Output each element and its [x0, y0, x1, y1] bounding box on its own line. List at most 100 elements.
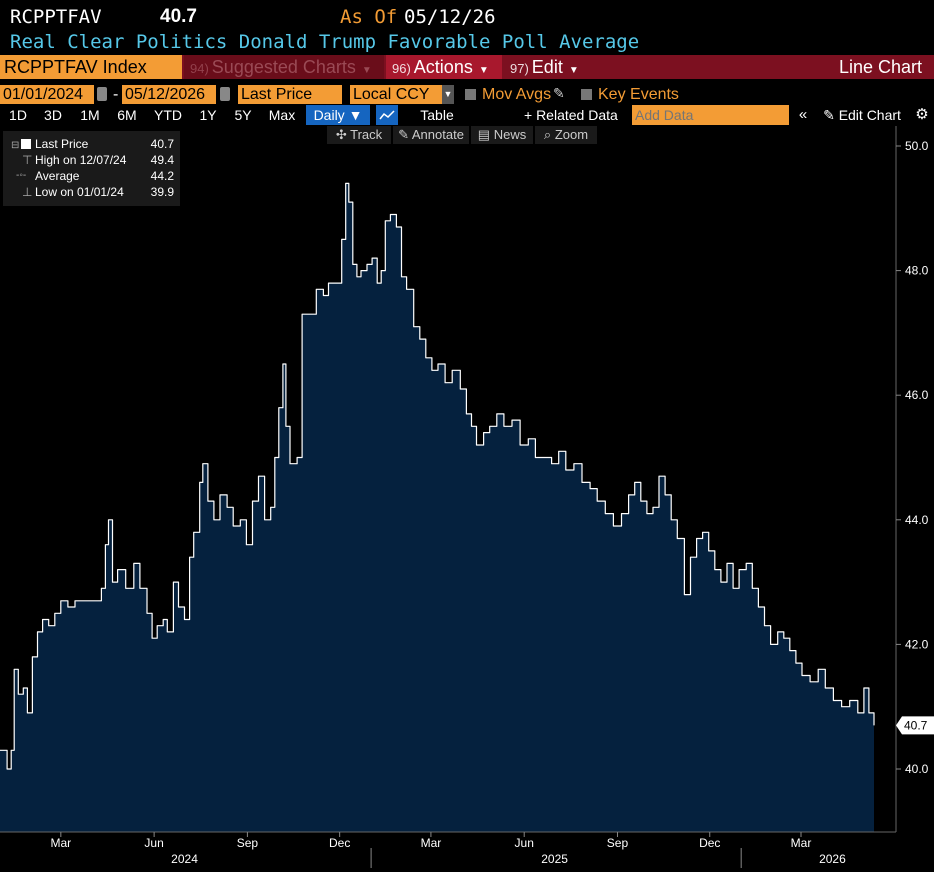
legend-last-label: Last Price [35, 137, 89, 151]
price-chart[interactable]: 40.0 42.0 44.0 46.0 48.0 50.0 Mar Jun Sep Dec Mar… [0, 126, 934, 872]
frequency-label: Daily [313, 107, 345, 123]
as-of-date: 05/12/26 [404, 6, 496, 28]
pencil-icon[interactable]: ✎ [553, 85, 565, 101]
y-tick-label: 50.0 [905, 139, 929, 153]
period-button-1y[interactable]: 1Y [199, 107, 217, 123]
last-value-marker: 40.7 [896, 716, 934, 735]
frequency-select[interactable]: Daily ▼ [306, 105, 370, 125]
legend-row-last-price[interactable]: ⊟ Last Price 40.7 [3, 136, 180, 152]
suggested-key: 94) [190, 61, 209, 76]
edit-chart-label: Edit Chart [838, 107, 901, 123]
security-description: Real Clear Politics Donald Trump Favorab… [10, 31, 640, 53]
pencil-icon: ✎ [398, 127, 409, 142]
y-tick-label: 48.0 [905, 264, 929, 278]
dropdown-triangle-icon: ▼ [361, 65, 372, 76]
collapse-icon[interactable]: ⊟ [11, 140, 20, 151]
start-date-input[interactable]: 01/01/2024 [0, 85, 94, 104]
annotate-tool[interactable]: ✎ Annotate [393, 126, 469, 144]
y-tick-label: 46.0 [905, 388, 929, 402]
last-price: 40.7 [160, 6, 197, 27]
legend-row-high: ⊤ High on 12/07/24 49.4 [3, 152, 180, 168]
actions-label: Actions [413, 57, 473, 77]
end-date-input[interactable]: 05/12/2026 [122, 85, 216, 104]
table-button[interactable]: Table [420, 107, 454, 123]
field-select[interactable]: Last Price [238, 85, 342, 104]
y-tick-label: 42.0 [905, 637, 929, 651]
calendar-icon[interactable] [220, 87, 230, 101]
news-icon: ▤ [477, 127, 491, 142]
legend-avg-label: Average [35, 169, 80, 183]
year-label: 2025 [541, 852, 568, 866]
magnifier-icon: ⌕ [543, 127, 552, 142]
edit-chart-button[interactable]: ✎ Edit Chart [818, 105, 906, 125]
x-tick-label: Mar [791, 836, 812, 850]
average-marker-icon: -◦- [16, 170, 27, 181]
suggested-label: Suggested Charts [211, 57, 356, 77]
zoom-label: Zoom [554, 127, 589, 142]
period-button-ytd[interactable]: YTD [154, 107, 182, 123]
track-label: Track [350, 127, 383, 142]
x-tick-label: Jun [515, 836, 534, 850]
chart-toggle-icon[interactable] [376, 105, 398, 125]
legend-last-value: 40.7 [150, 137, 174, 151]
x-tick-label: Sep [237, 836, 259, 850]
period-button-1d[interactable]: 1D [9, 107, 27, 123]
key-events-label: Key Events [598, 86, 679, 103]
y-tick-label: 44.0 [905, 513, 929, 527]
news-label: News [493, 127, 527, 142]
y-tick-label: 40.0 [905, 762, 929, 776]
annotate-label: Annotate [411, 127, 464, 142]
related-data-button[interactable]: + Related Data [524, 107, 618, 123]
edit-menu[interactable]: 97) Edit ▼ [504, 55, 590, 79]
currency-dropdown-icon[interactable]: ▼ [442, 85, 454, 104]
x-tick-label: Dec [699, 836, 720, 850]
calendar-icon[interactable] [97, 87, 107, 101]
price-line [0, 182, 875, 770]
x-tick-label: Dec [329, 836, 350, 850]
dropdown-triangle-icon: ▼ [568, 65, 579, 76]
mov-avgs-label: Mov Avgs [482, 86, 552, 103]
price-area [0, 183, 874, 832]
period-button-1m[interactable]: 1M [80, 107, 100, 123]
actions-menu[interactable]: 96) Actions ▼ [386, 55, 502, 79]
period-button-6m[interactable]: 6M [117, 107, 137, 123]
legend-avg-value: 44.2 [150, 169, 174, 183]
chart-settings-row: 01/01/2024 - 05/12/2026 Last Price Local… [0, 85, 934, 105]
key-events-checkbox[interactable] [581, 89, 592, 100]
news-tool[interactable]: ▤ News [471, 126, 533, 144]
actions-key: 96) [392, 61, 411, 76]
function-toolbar: RCPPTFAV Index 94) Suggested Charts ▼ 96) A… [0, 55, 934, 79]
currency-select[interactable]: Local CCY [350, 85, 442, 104]
zoom-tool[interactable]: ⌕ Zoom [535, 126, 597, 144]
legend-low-label: Low on 01/01/24 [35, 185, 124, 199]
edit-key: 97) [510, 61, 529, 76]
legend-high-value: 49.4 [150, 153, 174, 167]
security-index-field[interactable]: RCPPTFAV Index [0, 55, 182, 79]
legend-row-low: ⊥ Low on 01/01/24 39.9 [3, 184, 180, 200]
period-button-max[interactable]: Max [268, 107, 296, 123]
ticker-symbol: RCPPTFAV [10, 6, 102, 28]
period-button-3d[interactable]: 3D [44, 107, 62, 123]
collapse-chevrons-icon[interactable]: « [798, 106, 808, 123]
add-data-input[interactable] [632, 105, 789, 125]
gear-icon[interactable]: ⚙ [915, 106, 929, 123]
x-tick-label: Mar [50, 836, 71, 850]
period-button-5y[interactable]: 5Y [234, 107, 252, 123]
chart-type-label: Line Chart [838, 57, 922, 77]
series-swatch [21, 139, 31, 149]
mov-avgs-checkbox[interactable] [465, 89, 476, 100]
dropdown-triangle-icon: ▼ [348, 107, 363, 123]
legend-row-average: -◦- Average 44.2 [3, 168, 180, 184]
legend-high-label: High on 12/07/24 [35, 153, 127, 167]
x-tick-label: Mar [421, 836, 442, 850]
suggested-charts-menu[interactable]: 94) Suggested Charts ▼ [184, 55, 384, 79]
edit-label: Edit [531, 57, 563, 77]
year-label: 2024 [171, 852, 198, 866]
chart-legend: ⊟ Last Price 40.7 ⊤ High on 12/07/24 49.… [3, 131, 180, 206]
period-row: 1D 3D 1M 6M YTD 1Y 5Y Max Daily ▼ Table … [0, 105, 934, 125]
track-tool[interactable]: ✣ Track [327, 126, 391, 144]
high-marker-icon: ⊤ [22, 153, 33, 167]
as-of-label: As Of [340, 6, 398, 28]
date-range-dash: - [113, 86, 119, 103]
x-tick-label: Jun [144, 836, 163, 850]
